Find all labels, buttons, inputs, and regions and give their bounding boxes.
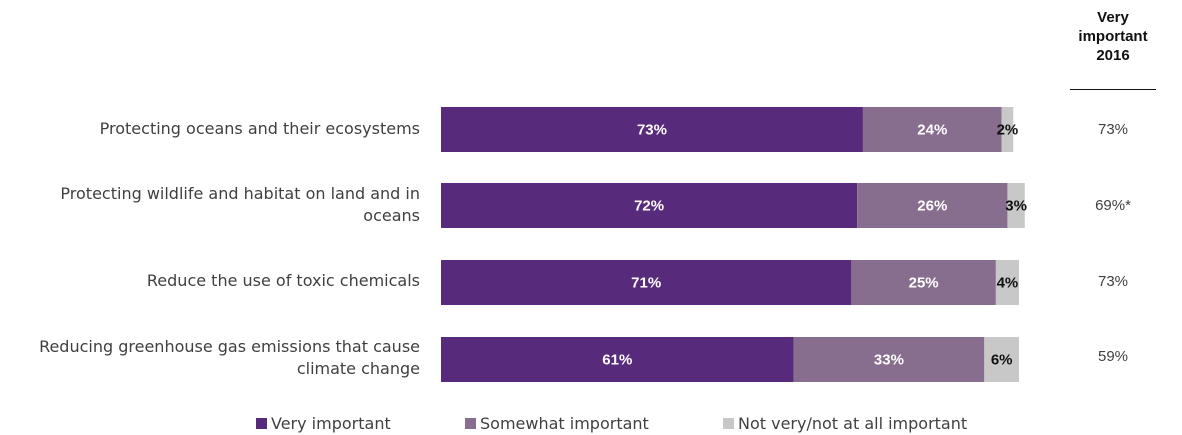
bar-segment-very-important [441,183,858,228]
data-label-not-important: 3% [1005,198,1027,215]
legend-swatch [465,417,476,429]
data-label-not-important: 4% [997,275,1019,292]
bar-segment-not-important [995,260,1019,305]
comparison-value: 73% [1097,273,1129,290]
data-label-not-important: 2% [997,122,1019,139]
bar-segment-very-important [441,337,794,382]
data-label-somewhat-important: 26% [917,198,947,215]
bar-segment-somewhat-important [857,183,1008,228]
data-label-somewhat-important: 25% [909,275,939,292]
comparison-value: 69%* [1095,197,1131,214]
data-label-very-important: 72% [634,198,664,215]
legend-swatch [256,417,267,429]
legend-label: Not very/not at all important [738,413,968,433]
bar-segment-somewhat-important [851,260,996,305]
legend-label: Very important [271,413,391,433]
category-label-toxic-chemicals: Reduce the use of toxic chemicals [146,271,420,290]
data-label-very-important: 73% [637,122,667,139]
legend-label: Somewhat important [480,413,649,433]
legend-swatch [723,417,734,429]
bar-segment-somewhat-important [862,107,1002,152]
data-label-very-important: 61% [602,352,632,369]
comparison-header-rule [1070,89,1156,90]
comparison-header-line: Very [1097,9,1129,26]
bar-segment-not-important [1007,183,1025,228]
comparison-header-line: 2016 [1096,47,1130,64]
comparison-header-line: important [1078,28,1148,45]
bar-segment-not-important [984,337,1019,382]
data-label-not-important: 6% [991,352,1013,369]
comparison-value: 59% [1097,348,1129,365]
legend-item-very-important: Very important [256,412,391,434]
data-label-somewhat-important: 24% [917,122,947,139]
bar-segment-very-important [441,260,852,305]
comparison-column-header: Very important 2016 [1070,8,1156,65]
comparison-value: 73% [1097,121,1129,138]
data-label-very-important: 71% [631,275,661,292]
bar-segment-somewhat-important [793,337,985,382]
category-label-wildlife: Protecting wildlife and habitat on land … [60,184,420,225]
category-label-oceans: Protecting oceans and their ecosystems [99,119,420,138]
chart-legend: Very important Somewhat important Not ve… [0,412,1182,434]
bar-segment-not-important [1001,107,1014,152]
legend-item-somewhat-important: Somewhat important [465,412,649,434]
data-label-somewhat-important: 33% [874,352,904,369]
legend-item-not-important: Not very/not at all important [723,412,967,434]
category-label-greenhouse-gas: Reducing greenhouse gas emissions that c… [39,337,420,378]
bar-segment-very-important [441,107,863,152]
